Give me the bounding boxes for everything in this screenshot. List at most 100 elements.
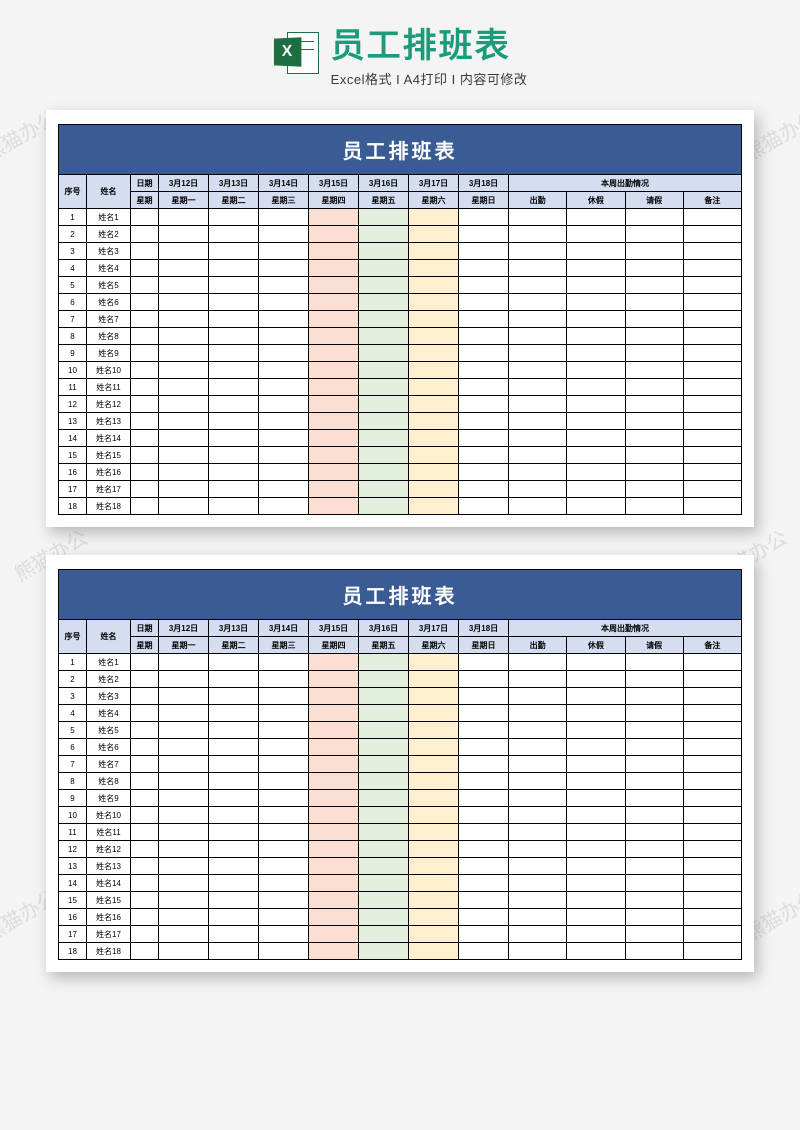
cell-day	[159, 756, 209, 773]
cell-day	[209, 943, 259, 960]
cell-att	[683, 858, 741, 875]
cell-day	[359, 311, 409, 328]
cell-day	[159, 705, 209, 722]
cell-att	[625, 328, 683, 345]
cell-att	[567, 396, 625, 413]
table-row: 2姓名2	[59, 671, 742, 688]
cell-name: 姓名3	[87, 688, 131, 705]
cell-att	[509, 909, 567, 926]
cell-name: 姓名10	[87, 362, 131, 379]
cell-day	[159, 294, 209, 311]
cell-seq: 9	[59, 345, 87, 362]
cell-day	[259, 943, 309, 960]
table-row: 15姓名15	[59, 447, 742, 464]
cell-day	[409, 705, 459, 722]
cell-day	[209, 654, 259, 671]
cell-seq: 15	[59, 447, 87, 464]
cell-att	[567, 294, 625, 311]
cell-day	[459, 807, 509, 824]
col-date-5: 3月17日	[409, 620, 459, 637]
cell-day	[309, 277, 359, 294]
cell-day	[359, 294, 409, 311]
cell-day	[259, 756, 309, 773]
cell-day	[259, 396, 309, 413]
cell-day	[209, 362, 259, 379]
cell-day	[459, 671, 509, 688]
cell-att	[509, 481, 567, 498]
cell-day	[209, 688, 259, 705]
cell-day	[359, 430, 409, 447]
cell-day	[359, 464, 409, 481]
cell-att	[509, 311, 567, 328]
cell-day	[409, 464, 459, 481]
cell-blank	[131, 807, 159, 824]
cell-att	[625, 943, 683, 960]
cell-day	[359, 260, 409, 277]
cell-day	[359, 875, 409, 892]
cell-day	[359, 790, 409, 807]
cell-blank	[131, 294, 159, 311]
cell-day	[159, 841, 209, 858]
cell-day	[309, 362, 359, 379]
cell-day	[259, 858, 309, 875]
cell-att	[625, 739, 683, 756]
cell-day	[159, 892, 209, 909]
cell-day	[259, 688, 309, 705]
cell-day	[409, 875, 459, 892]
cell-name: 姓名3	[87, 243, 131, 260]
cell-day	[209, 705, 259, 722]
cell-att	[509, 943, 567, 960]
cell-att	[683, 209, 741, 226]
cell-att	[683, 943, 741, 960]
col-weekday-4: 星期五	[359, 192, 409, 209]
cell-day	[359, 756, 409, 773]
table-row: 16姓名16	[59, 464, 742, 481]
table-row: 17姓名17	[59, 481, 742, 498]
cell-seq: 4	[59, 260, 87, 277]
cell-seq: 7	[59, 311, 87, 328]
cell-day	[459, 943, 509, 960]
cell-day	[309, 328, 359, 345]
cell-day	[259, 654, 309, 671]
cell-blank	[131, 824, 159, 841]
cell-blank	[131, 892, 159, 909]
cell-att	[509, 277, 567, 294]
cell-day	[159, 243, 209, 260]
cell-blank	[131, 447, 159, 464]
cell-day	[409, 277, 459, 294]
col-attendance-group: 本周出勤情况	[509, 620, 742, 637]
cell-day	[359, 226, 409, 243]
cell-att	[683, 739, 741, 756]
cell-day	[209, 413, 259, 430]
cell-att	[509, 688, 567, 705]
cell-att	[683, 379, 741, 396]
cell-att	[567, 824, 625, 841]
col-date-5: 3月17日	[409, 175, 459, 192]
cell-att	[509, 858, 567, 875]
cell-name: 姓名17	[87, 926, 131, 943]
col-weekday-4: 星期五	[359, 637, 409, 654]
label-weekday: 星期	[131, 192, 159, 209]
cell-att	[683, 413, 741, 430]
cell-day	[159, 481, 209, 498]
cell-att	[683, 464, 741, 481]
cell-day	[409, 841, 459, 858]
col-att-2: 请假	[625, 637, 683, 654]
cell-att	[567, 773, 625, 790]
cell-day	[309, 892, 359, 909]
cell-day	[159, 362, 209, 379]
cell-blank	[131, 926, 159, 943]
cell-att	[567, 243, 625, 260]
cell-blank	[131, 464, 159, 481]
col-weekday-3: 星期四	[309, 192, 359, 209]
cell-name: 姓名18	[87, 498, 131, 515]
cell-day	[209, 909, 259, 926]
cell-day	[259, 481, 309, 498]
table-row: 8姓名8	[59, 328, 742, 345]
col-date-2: 3月14日	[259, 175, 309, 192]
cell-day	[409, 756, 459, 773]
cell-att	[625, 892, 683, 909]
cell-day	[309, 790, 359, 807]
cell-day	[459, 243, 509, 260]
cell-day	[209, 722, 259, 739]
